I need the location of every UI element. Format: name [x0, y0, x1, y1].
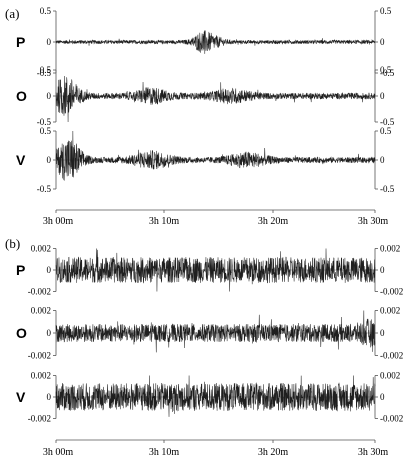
y-tick-label-right: -0.002 [380, 414, 403, 424]
x-tick-label: 3h 20m [258, 447, 289, 458]
x-tick-label: 3h 10m [149, 447, 180, 458]
y-tick-label-left: 0 [47, 265, 52, 275]
channel-label-P: P [16, 34, 25, 50]
y-tick-label-right: 0.002 [380, 306, 400, 316]
channel-label-P: P [16, 262, 25, 278]
y-tick-label-right: 0 [380, 328, 385, 338]
y-tick-label-left: 0.002 [31, 371, 51, 381]
y-tick-label-left: 0 [47, 91, 52, 101]
y-tick-label-left: -0.5 [37, 68, 52, 78]
y-tick-label-left: -0.5 [37, 184, 52, 194]
signal-trace-V [55, 130, 376, 181]
y-tick-label-left: 0.5 [40, 65, 52, 75]
x-tick-label: 3h 10m [149, 216, 180, 227]
y-tick-label-right: 0 [380, 392, 385, 402]
y-tick-label-right: -0.5 [380, 68, 395, 78]
channel-label-V: V [16, 389, 26, 405]
y-tick-label-right: -0.5 [380, 117, 395, 127]
y-tick-label-right: 0 [380, 37, 385, 47]
signal-trace-P [55, 248, 376, 292]
y-tick-label-right: 0.002 [380, 244, 400, 254]
y-tick-label-right: -0.002 [380, 287, 403, 297]
signal-trace-P [55, 30, 376, 54]
y-tick-label-left: -0.002 [28, 351, 51, 361]
y-tick-label-left: 0.5 [40, 6, 52, 16]
x-tick-label: 3h 20m [258, 216, 289, 227]
channel-label-O: O [16, 88, 27, 104]
signal-trace-O [55, 75, 376, 123]
y-tick-label-left: 0.002 [31, 244, 51, 254]
x-tick-label: 3h 00m [43, 216, 74, 227]
signal-trace-O [55, 310, 376, 353]
y-tick-label-left: 0 [47, 37, 52, 47]
y-tick-label-left: 0.5 [40, 126, 52, 136]
y-tick-label-right: 0 [380, 265, 385, 275]
panel-label-0: (a) [5, 6, 19, 21]
y-tick-label-left: -0.002 [28, 287, 51, 297]
signal-trace-V [55, 375, 376, 417]
y-tick-label-left: 0 [47, 328, 52, 338]
y-tick-label-right: -0.002 [380, 351, 403, 361]
panel-label-1: (b) [5, 236, 20, 251]
y-tick-label-right: 0 [380, 155, 385, 165]
x-tick-label: 3h 00m [43, 447, 74, 458]
y-tick-label-right: 0.5 [380, 126, 392, 136]
x-tick-label: 3h 30m [358, 447, 389, 458]
y-tick-label-left: 0 [47, 392, 52, 402]
y-tick-label-right: 0 [380, 91, 385, 101]
channel-label-V: V [16, 152, 26, 168]
y-tick-label-left: -0.5 [37, 117, 52, 127]
y-tick-label-left: -0.002 [28, 414, 51, 424]
y-tick-label-right: -0.5 [380, 184, 395, 194]
y-tick-label-right: 0.5 [380, 6, 392, 16]
channel-label-O: O [16, 325, 27, 341]
y-tick-label-right: 0.5 [380, 65, 392, 75]
x-tick-label: 3h 30m [358, 216, 389, 227]
y-tick-label-right: 0.002 [380, 371, 400, 381]
y-tick-label-left: 0 [47, 155, 52, 165]
y-tick-label-left: 0.002 [31, 306, 51, 316]
